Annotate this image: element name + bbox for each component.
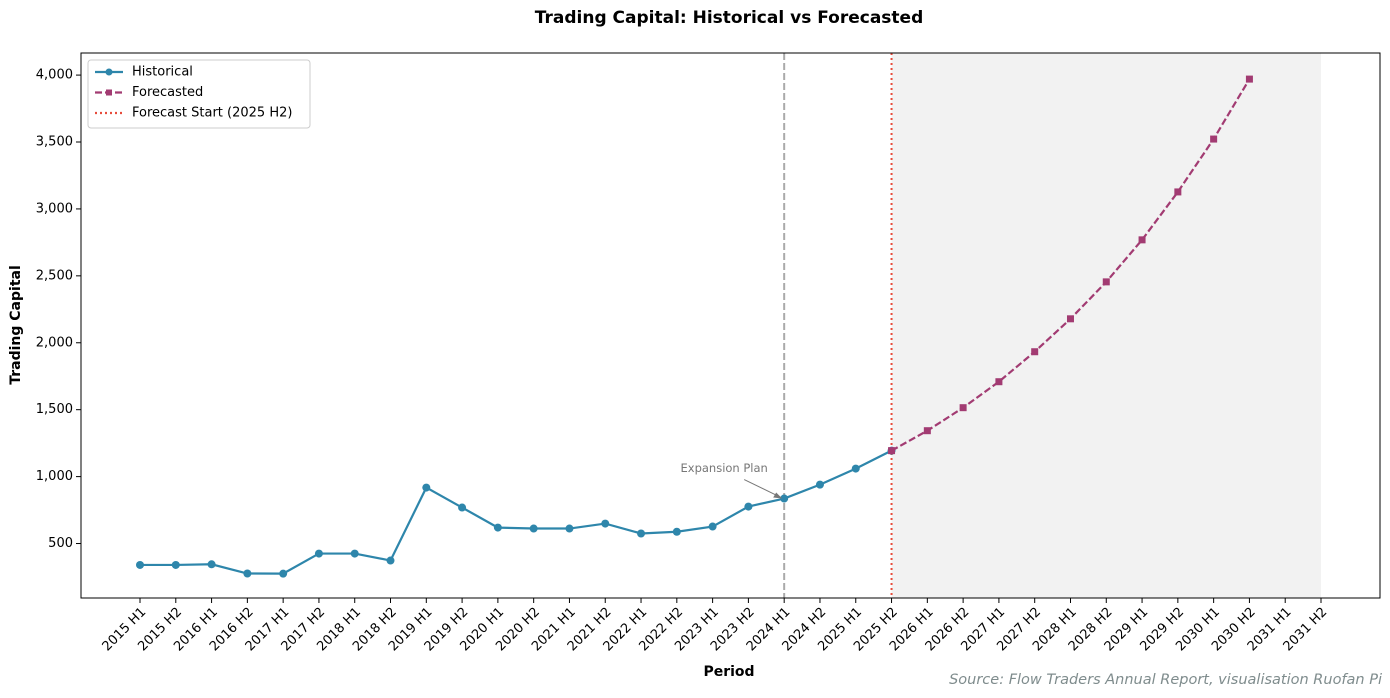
data-point — [350, 549, 359, 558]
data-point — [1031, 348, 1039, 356]
legend-marker — [106, 89, 112, 96]
y-tick-label: 3,000 — [36, 201, 73, 216]
data-point — [493, 523, 502, 532]
annotation-text: Expansion Plan — [681, 461, 768, 475]
y-tick-label: 2,500 — [36, 268, 73, 283]
data-point — [851, 464, 860, 473]
data-point — [529, 524, 538, 533]
data-point — [959, 404, 967, 412]
data-point — [207, 560, 216, 569]
y-tick-label: 2,000 — [36, 335, 73, 350]
y-tick-label: 3,500 — [36, 135, 73, 150]
y-tick-label: 4,000 — [36, 68, 73, 83]
plot-frame — [80, 52, 1381, 599]
data-point — [314, 549, 323, 558]
y-tick-label: 1,000 — [36, 469, 73, 484]
data-point — [243, 569, 252, 578]
data-point — [708, 522, 717, 531]
data-point — [815, 480, 824, 489]
series-line — [140, 449, 893, 575]
data-point — [1138, 236, 1146, 244]
data-point — [1210, 135, 1218, 143]
data-point — [780, 494, 789, 503]
legend: Historical Forecasted Forecast Start (2025… — [87, 59, 311, 129]
data-point — [1066, 315, 1074, 323]
data-point — [672, 527, 681, 536]
data-point — [386, 556, 395, 565]
forecast-region — [891, 53, 1321, 598]
data-point — [422, 483, 431, 492]
data-point — [279, 569, 288, 578]
chart-title: Trading Capital: Historical vs Forecaste… — [535, 8, 923, 28]
data-point — [1245, 75, 1253, 83]
legend-box — [87, 59, 311, 129]
data-point — [601, 519, 610, 528]
data-point — [1102, 278, 1110, 286]
source-note: Source: Flow Traders Annual Report, visu… — [949, 672, 1382, 688]
data-point — [136, 560, 144, 569]
y-axis-label: Trading Capital — [8, 265, 24, 385]
x-axis-label: Period — [703, 664, 754, 680]
data-point — [888, 447, 896, 455]
data-point — [744, 502, 753, 511]
y-tick-label: 1,500 — [36, 402, 73, 417]
legend-marker — [105, 68, 113, 76]
data-point — [565, 524, 574, 533]
legend-label: Forecasted — [132, 85, 203, 100]
y-tick-label: 500 — [48, 536, 73, 551]
annotation-arrowhead — [773, 492, 783, 499]
data-point — [995, 378, 1003, 386]
data-point — [171, 560, 180, 569]
data-point — [637, 529, 646, 538]
data-point — [923, 427, 931, 435]
data-point — [458, 503, 467, 512]
data-point — [1174, 188, 1182, 196]
legend-label: Historical — [132, 65, 193, 80]
legend-label: Forecast Start (2025 H2) — [132, 106, 292, 121]
